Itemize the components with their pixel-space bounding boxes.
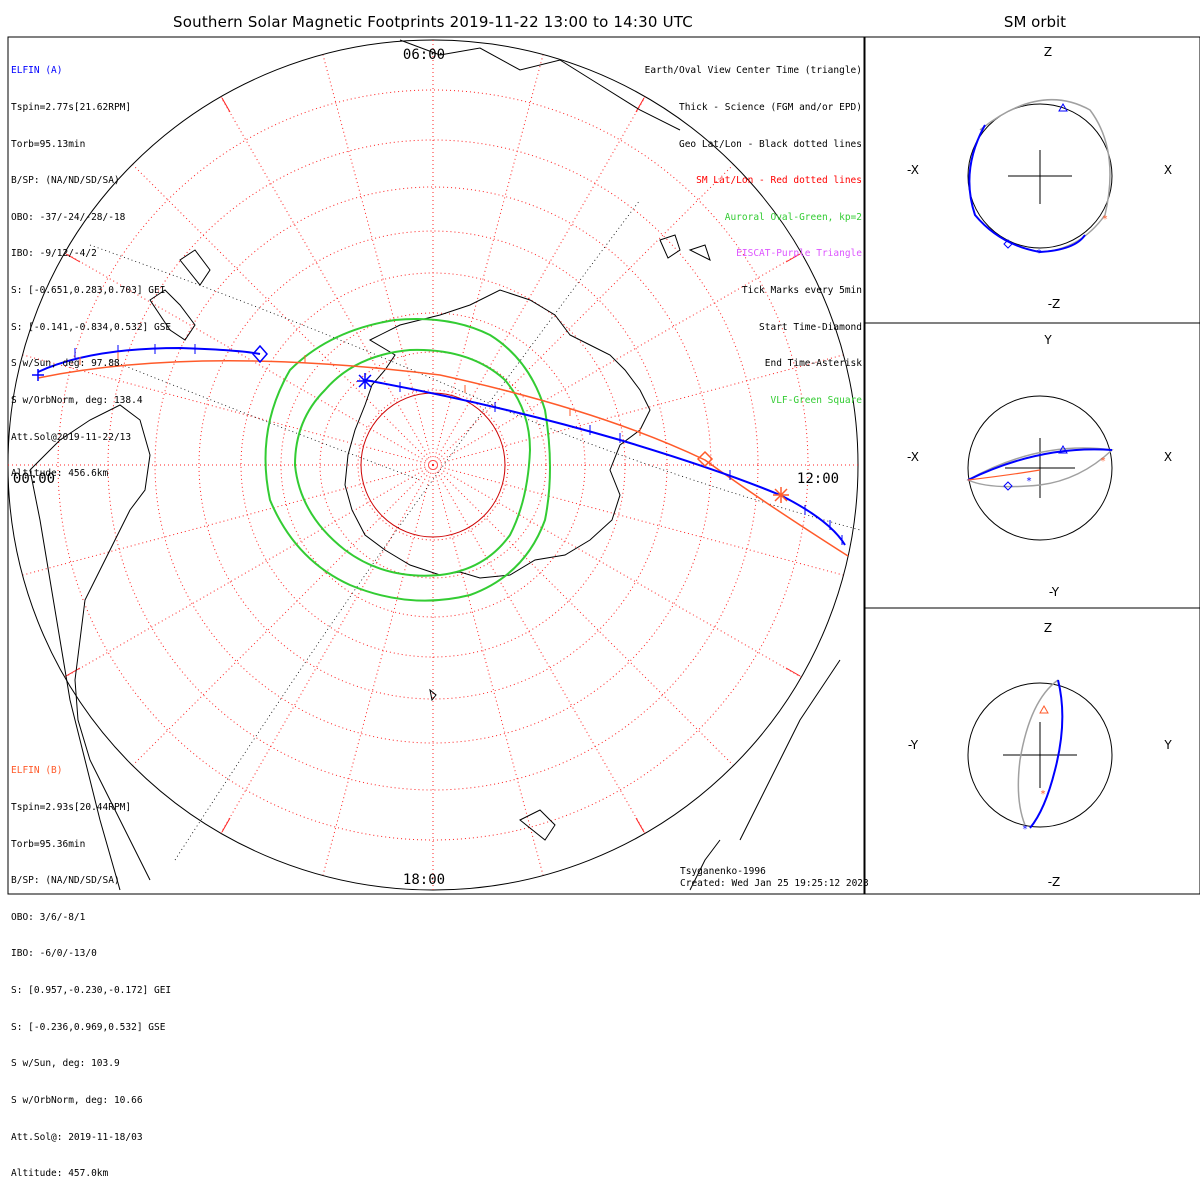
elfin-b-tick-marks <box>79 352 641 436</box>
legend-item: Earth/Oval View Center Time (triangle) <box>644 65 862 77</box>
elfin-a-line: OBO: -37/-24/-28/-18 <box>11 211 126 223</box>
elfin-b-line: Altitude: 457.0km <box>11 1168 109 1180</box>
elfin-b-line: S: [0.957,-0.230,-0.172] GEI <box>11 985 172 997</box>
elfin-b-line: Torb=95.36min <box>11 838 86 850</box>
africa-coastline <box>689 659 841 891</box>
mlt-label-left: 00:00 <box>13 471 55 487</box>
legend-item: End Time-Asterisk <box>764 358 862 370</box>
orbit2-top: Y <box>1043 333 1052 347</box>
elfin-a-line: Tspin=2.77s[21.62RPM] <box>11 102 132 114</box>
mlt-label-bottom: 18:00 <box>403 872 445 888</box>
elfin-a-line: Att.Sol@2019-11-22/13 <box>11 431 132 443</box>
model-name: Tsyganenko-1996 <box>680 866 766 877</box>
elfin-a-line: S: [-0.651,0.283,0.703] GEI <box>11 285 166 297</box>
orbit2-left: -X <box>907 450 919 464</box>
islands <box>429 234 711 841</box>
legend: Earth/Oval View Center Time (triangle) T… <box>645 41 862 419</box>
legend-item: Tick Marks every 5min <box>741 285 862 297</box>
figure-canvas: * * * * * * Z -Z -X X Y -Y -X X Z -Z <box>7 36 1200 895</box>
svg-text:*: * <box>1036 248 1042 259</box>
orbit-panel-yz: * * <box>967 679 1113 835</box>
orbit-panel-xy: * * <box>966 395 1114 541</box>
orbit3-top: Z <box>1044 621 1052 635</box>
elfin-a-name: ELFIN (A) <box>11 65 63 77</box>
created-timestamp: Created: Wed Jan 25 19:25:12 2023 <box>680 878 869 889</box>
legend-item: Thick - Science (FGM and/or EPD) <box>678 102 862 114</box>
elfin-a-line: IBO: -9/12/-4/2 <box>11 248 97 260</box>
orbit2-bottom: -Y <box>1049 585 1060 599</box>
legend-item: EISCAT-Purple Triangle <box>736 248 862 260</box>
elfin-a-line: Torb=95.13min <box>11 138 86 150</box>
elfin-a-line: B/SP: (NA/ND/SD/SA) <box>11 175 120 187</box>
plot-title: Southern Solar Magnetic Footprints 2019-… <box>173 13 693 31</box>
legend-item: Geo Lat/Lon - Black dotted lines <box>678 138 862 150</box>
orbit-frame <box>864 36 1200 895</box>
antarctica-coastline <box>344 289 651 579</box>
elfin-b-line: Tspin=2.93s[20.44RPM] <box>11 802 132 814</box>
orbit2-right: X <box>1164 450 1172 464</box>
orbit1-right: X <box>1164 163 1172 177</box>
elfin-b-name: ELFIN (B) <box>11 765 63 777</box>
svg-text:*: * <box>1022 824 1028 835</box>
orbit1-bottom: -Z <box>1048 297 1061 311</box>
elfin-b-line: Att.Sol@: 2019-11-18/03 <box>11 1131 143 1143</box>
svg-text:*: * <box>1026 476 1032 487</box>
orbit1-top: Z <box>1044 45 1052 59</box>
elfin-a-start-diamond <box>252 344 268 364</box>
mlt-labels: 06:00 12:00 18:00 00:00 <box>13 47 839 888</box>
elfin-a-line: Altitude: 456.6km <box>11 468 109 480</box>
south-america-coastline <box>29 404 151 891</box>
elfin-a-line: S: [-0.141,-0.834,0.532] GSE <box>11 321 172 333</box>
elfin-b-track <box>37 359 849 557</box>
sm-edge-ticks <box>65 97 801 833</box>
elfin-a-line: S w/OrbNorm, deg: 138.4 <box>11 394 143 406</box>
credit-block: Tsyganenko-1996 Created: Wed Jan 25 19:2… <box>680 866 869 890</box>
auroral-oval <box>264 318 551 602</box>
elfin-b-line: OBO: 3/6/-8/1 <box>11 911 86 923</box>
geo-grid <box>89 199 861 861</box>
sm-longitude-grid <box>8 40 858 890</box>
mlt-label-right: 12:00 <box>797 471 839 487</box>
polar-map <box>8 39 861 891</box>
elfin-b-info: ELFIN (B) Tspin=2.93s[20.44RPM] Torb=95.… <box>11 741 171 1193</box>
australia-coastline <box>399 39 681 131</box>
orbit3-right: Y <box>1163 738 1172 752</box>
elfin-b-line: S w/Sun, deg: 103.9 <box>11 1058 120 1070</box>
legend-item: VLF-Green Square <box>770 394 862 406</box>
orbit1-left: -X <box>907 163 919 177</box>
mlt-label-top: 06:00 <box>403 47 445 63</box>
svg-text:*: * <box>1100 456 1106 467</box>
elfin-a-line: S w/Sun, deg: 97.88 <box>11 358 120 370</box>
legend-item: Auroral Oval-Green, kp=2 <box>724 211 862 223</box>
new-zealand-coastline <box>149 249 211 341</box>
elfin-b-end-asterisk <box>773 487 789 503</box>
orbit3-left: -Y <box>908 738 919 752</box>
elfin-a-left-asterisk <box>32 369 44 381</box>
svg-text:*: * <box>1102 214 1108 225</box>
svg-text:*: * <box>1040 789 1046 800</box>
legend-item: SM Lat/Lon - Red dotted lines <box>696 175 862 187</box>
orbit-panel-xz: * * <box>967 99 1113 259</box>
elfin-a-track-2 <box>364 379 846 546</box>
elfin-a-end-asterisk <box>357 373 373 389</box>
elfin-b-line: B/SP: (NA/ND/SD/SA) <box>11 875 120 887</box>
elfin-a-info: ELFIN (A) Tspin=2.77s[21.62RPM] Torb=95.… <box>11 41 171 493</box>
elfin-b-start-diamond <box>696 450 714 468</box>
legend-item: Start Time-Diamond <box>759 321 862 333</box>
orbit-axis-labels: Z -Z -X X Y -Y -X X Z -Z -Y Y <box>907 45 1172 889</box>
elfin-a-track-1 <box>37 346 261 373</box>
elfin-b-line: S: [-0.236,0.969,0.532] GSE <box>11 1021 166 1033</box>
elfin-b-line: IBO: -6/0/-13/0 <box>11 948 97 960</box>
sm-orbit-title: SM orbit <box>1003 13 1067 31</box>
orbit3-bottom: -Z <box>1048 875 1061 889</box>
elfin-b-line: S w/OrbNorm, deg: 10.66 <box>11 1094 143 1106</box>
